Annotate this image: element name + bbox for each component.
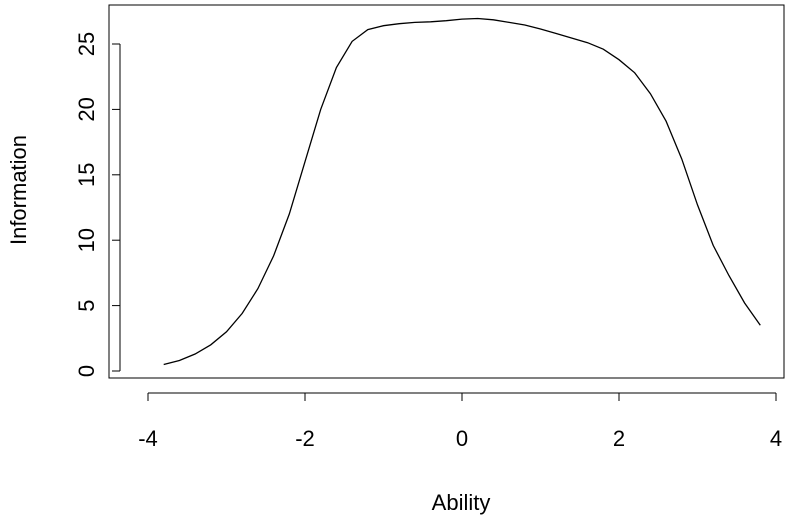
x-tick-label: 2	[613, 426, 625, 451]
x-tick-label: 0	[456, 426, 468, 451]
information-curve	[163, 17, 761, 366]
x-tick-label: -4	[138, 426, 158, 451]
y-tick-label: 25	[74, 32, 99, 56]
y-tick-label: 15	[74, 163, 99, 187]
x-tick-label: -2	[295, 426, 315, 451]
plot-frame	[108, 4, 785, 379]
y-axis-label: Information	[6, 135, 31, 245]
x-tick-label: 4	[770, 426, 782, 451]
y-tick-label: 0	[74, 365, 99, 377]
y-axis: 0 5 10 15 20 25	[74, 32, 121, 377]
x-axis-label: Ability	[432, 490, 491, 515]
y-tick-label: 10	[74, 228, 99, 252]
y-tick-label: 20	[74, 97, 99, 121]
y-tick-label: 5	[74, 299, 99, 311]
x-axis: -4 -2 0 2 4	[138, 392, 782, 451]
